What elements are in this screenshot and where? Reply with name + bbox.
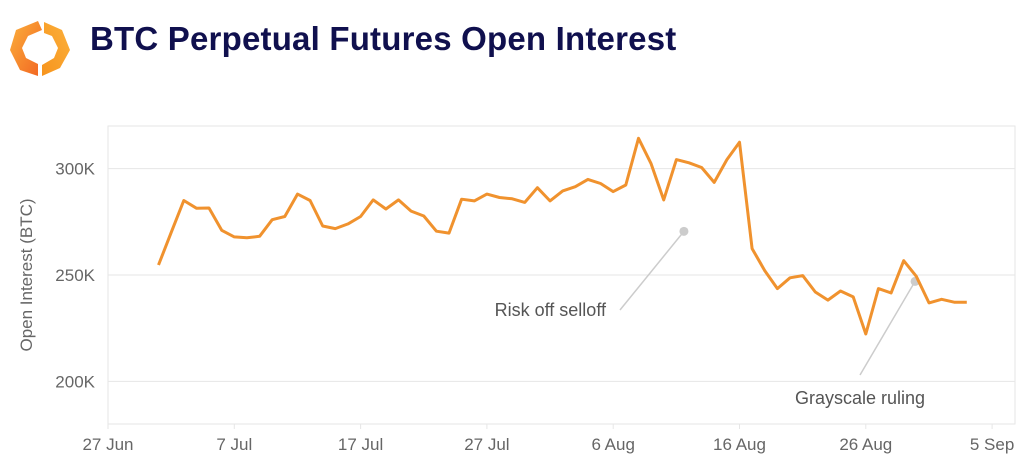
x-tick-label: 27 Jun [82, 435, 133, 454]
annotation-label: Grayscale ruling [795, 388, 925, 408]
x-tick-label: 5 Sep [970, 435, 1014, 454]
x-tick-label: 17 Jul [338, 435, 383, 454]
x-tick-label: 27 Jul [464, 435, 509, 454]
annotation-label: Risk off selloff [495, 300, 607, 320]
x-tick-label: 7 Jul [216, 435, 252, 454]
hexagon-chevron-logo [10, 21, 70, 76]
y-axis-label: Open Interest (BTC) [17, 198, 36, 351]
open-interest-line [157, 136, 967, 336]
x-tick-label: 16 Aug [713, 435, 766, 454]
page-title: BTC Perpetual Futures Open Interest [90, 20, 677, 57]
annotation-dot [679, 226, 689, 236]
x-tick-label: 26 Aug [839, 435, 892, 454]
annotation-connector [859, 281, 916, 376]
annotation-connector [619, 230, 685, 311]
y-tick-label: 200K [55, 372, 95, 391]
y-tick-label: 300K [55, 160, 95, 179]
y-tick-label: 250K [55, 266, 95, 285]
x-tick-label: 6 Aug [591, 435, 635, 454]
